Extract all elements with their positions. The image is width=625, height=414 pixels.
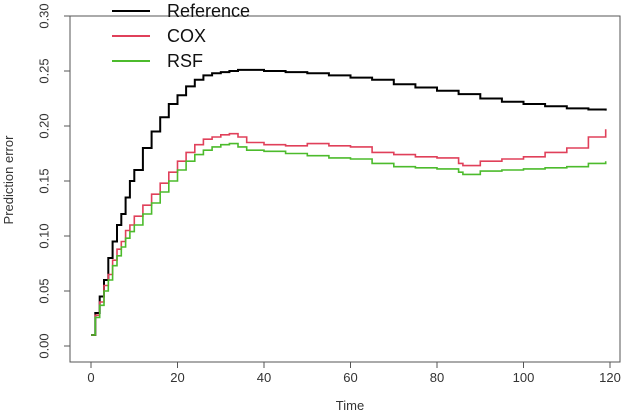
x-tick-label: 80: [430, 370, 444, 385]
series-lines: [91, 68, 607, 336]
y-tick-label: 0.25: [37, 58, 52, 83]
y-axis-title: Prediction error: [1, 135, 16, 225]
x-axis-title: Time: [336, 398, 364, 413]
plot-frame: [69, 15, 621, 363]
y-tick-label: 0.15: [37, 168, 52, 193]
series-line-cox: [91, 129, 607, 336]
series-line-reference: [91, 68, 607, 336]
x-tick-label: 0: [87, 370, 94, 385]
legend: Reference COX RSF: [112, 1, 250, 71]
legend-label-reference: Reference: [167, 1, 250, 21]
y-tick-label: 0.20: [37, 113, 52, 138]
legend-label-rsf: RSF: [167, 51, 203, 71]
y-tick-label: 0.10: [37, 223, 52, 248]
x-tick-label: 120: [599, 370, 621, 385]
y-tick-label: 0.05: [37, 278, 52, 303]
series-line-rsf: [91, 142, 607, 336]
y-tick-label: 0.00: [37, 333, 52, 358]
x-tick-label: 100: [513, 370, 535, 385]
x-tick-label: 60: [343, 370, 357, 385]
axes: 0 20 40 60 80 100 120 0.00 0.05 0.10 0.15 0.20 0.25 0…: [37, 3, 621, 385]
y-tick-label: 0.30: [37, 3, 52, 28]
legend-label-cox: COX: [167, 26, 206, 46]
x-tick-label: 20: [170, 370, 184, 385]
x-tick-label: 40: [257, 370, 271, 385]
